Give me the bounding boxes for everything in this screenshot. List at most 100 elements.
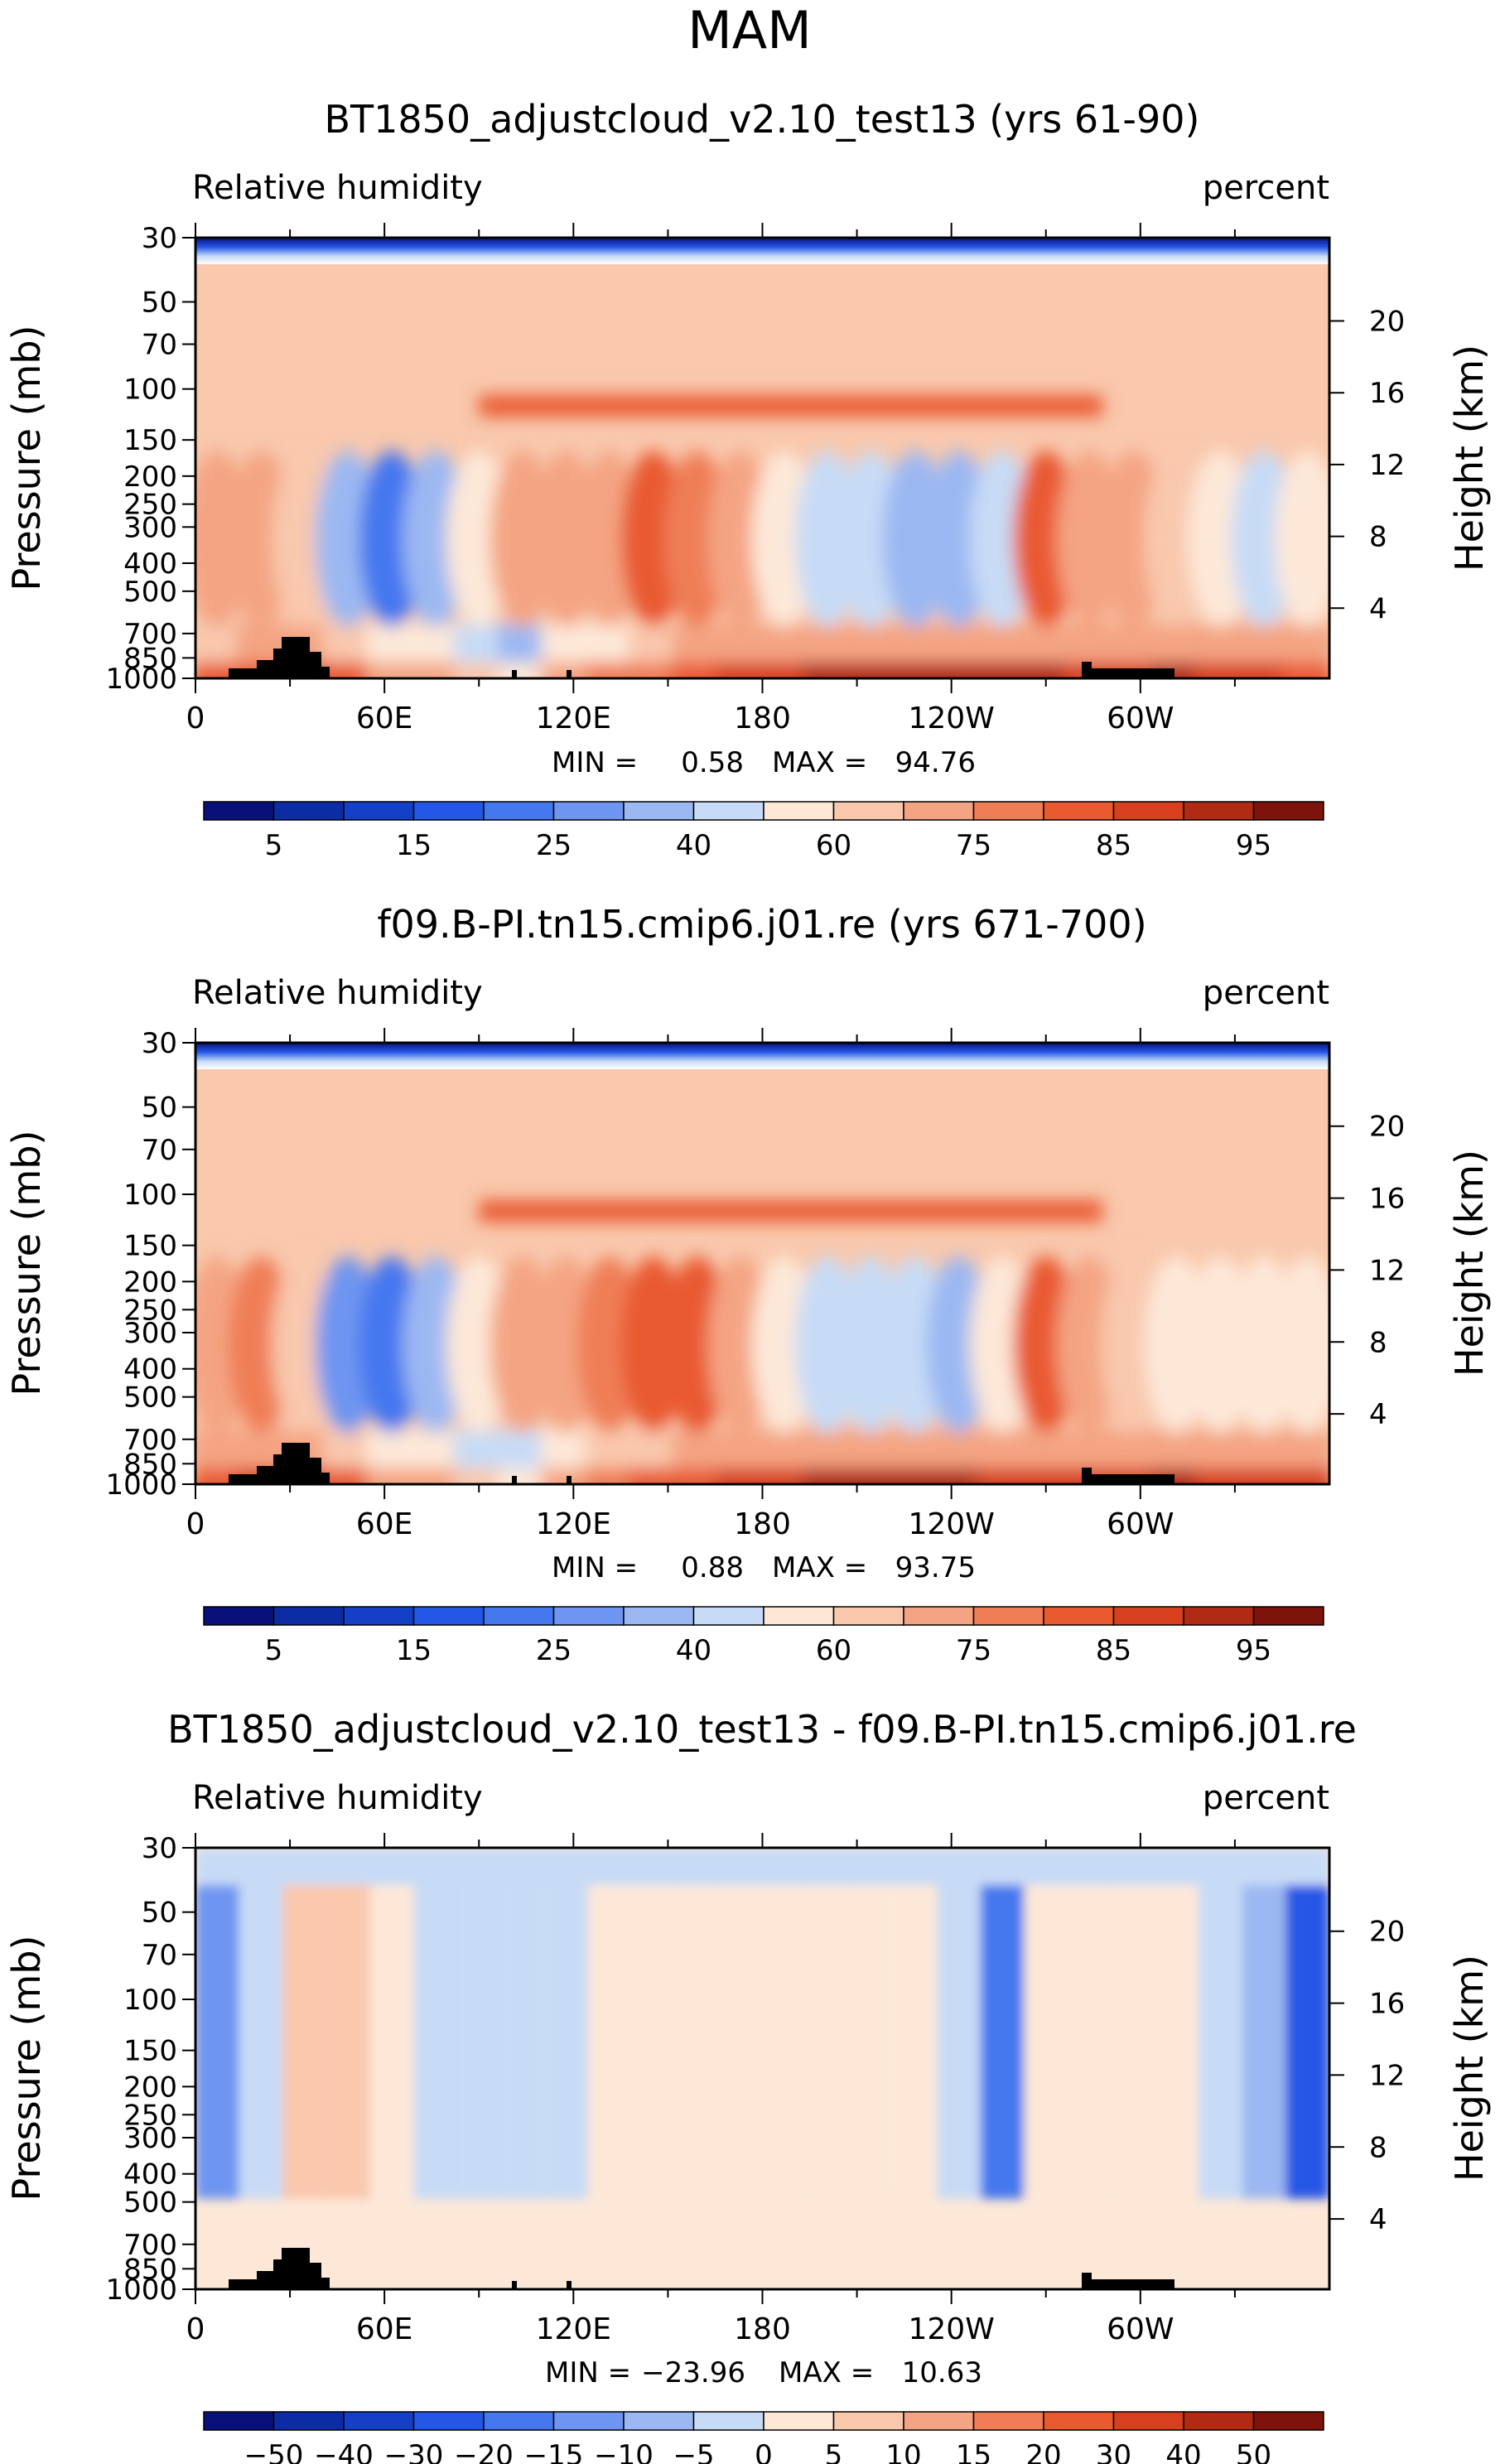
difference-cell (1199, 1881, 1242, 2199)
panel-1-field (195, 238, 1329, 678)
x-tick-label: 60E (356, 1507, 413, 1541)
topography-block (229, 2279, 257, 2289)
y-tick-label: 200 (123, 2071, 177, 2104)
difference-cell (893, 1881, 938, 2199)
colorbar-label: 20 (1025, 2439, 1061, 2464)
y-tick-label: 400 (123, 1353, 177, 1386)
x-tick-label: 0 (186, 702, 205, 735)
panel-1-max-value: 94.76 (895, 746, 976, 779)
topography-block (310, 652, 321, 678)
panel-3-colorbar: −50 −40 −30 −20 −15 −10 −5 0 5 10 15 20 30 40 50 (203, 2411, 1324, 2464)
humidity-cell-boundary (584, 662, 635, 678)
colorbar-label: −10 (594, 2439, 654, 2464)
panel-3-ylabel-right: Height (km) (1447, 1955, 1492, 2182)
colorbar-label: 50 (1236, 2439, 1271, 2464)
panel-2-max-value: 93.75 (895, 1551, 976, 1584)
topography-block (282, 2248, 310, 2289)
humidity-cell-boundary (933, 1468, 984, 1484)
colorbar-segment (1252, 2411, 1324, 2431)
topography-block (1082, 662, 1092, 678)
humidity-cell-boundary (933, 662, 984, 678)
height-tick-label: 4 (1369, 592, 1387, 625)
humidity-cell-boundary (497, 1468, 548, 1484)
panel-3-variable-label: Relative humidity (192, 1779, 483, 1817)
humidity-cell-boundary (977, 1468, 1028, 1484)
panel-1-contours (195, 395, 1329, 678)
y-tick-label: 700 (123, 618, 177, 651)
topography-block (282, 637, 310, 678)
difference-cell (500, 1881, 545, 2199)
colorbar-segment (832, 801, 904, 821)
humidity-cell-lower (584, 624, 635, 678)
humidity-cell-boundary (1282, 1468, 1329, 1484)
y-tick-label: 250 (123, 489, 177, 522)
colorbar-label: 40 (676, 1634, 711, 1667)
topography-block (257, 660, 273, 678)
topography-block (512, 1476, 517, 1484)
panel-1-colorbar: 5 15 25 40 60 75 85 95 (203, 801, 1324, 862)
panel-3-max-value: 10.63 (902, 2356, 982, 2389)
height-tick-label: 16 (1369, 377, 1405, 410)
topography-block (567, 2281, 572, 2289)
colorbar-segment (412, 2411, 485, 2431)
difference-cell (1111, 1881, 1155, 2199)
colorbar-segment (692, 1606, 764, 1626)
height-tick-label: 8 (1369, 521, 1387, 554)
colorbar-label: 95 (1236, 1634, 1271, 1667)
panel-2-axes: 0 60E 120E 180 120W 60W3050701001502002503004… (105, 1027, 1405, 1541)
panel-3-contours (195, 1848, 1329, 2199)
humidity-upper-band (479, 395, 1103, 417)
humidity-cell-mid (1275, 1256, 1329, 1434)
y-tick-label: 1000 (105, 1468, 177, 1502)
difference-cell (937, 1881, 981, 2199)
panel-2-title: f09.B-PI.tn15.cmip6.j01.re (yrs 671-700) (377, 902, 1146, 947)
y-tick-label: 850 (123, 2253, 177, 2286)
difference-cell (1068, 1881, 1112, 2199)
y-tick-label: 300 (123, 2122, 177, 2155)
topography-block (321, 2278, 330, 2289)
x-tick-label: 60W (1107, 702, 1174, 735)
topography-block (1092, 668, 1174, 678)
colorbar-segment (1252, 801, 1324, 821)
colorbar-segment (203, 1606, 275, 1626)
colorbar-label: −15 (524, 2439, 584, 2464)
colorbar-label: 15 (956, 2439, 991, 2464)
height-tick-label: 20 (1369, 1111, 1405, 1144)
difference-cell (282, 1881, 326, 2199)
humidity-cell-lower (1020, 1430, 1072, 1484)
colorbar-segment (412, 1606, 485, 1626)
y-tick-label: 100 (123, 374, 177, 407)
y-tick-label: 700 (123, 2229, 177, 2262)
y-tick-label: 100 (123, 1179, 177, 1212)
humidity-cell-lower (715, 1430, 766, 1484)
height-tick-label: 8 (1369, 1326, 1387, 1359)
panel-2: f09.B-PI.tn15.cmip6.j01.re (yrs 671-700)… (4, 902, 1492, 1667)
panel-1-axes: 0 60E 120E 180 120W 60W3050701001502002503004… (105, 222, 1405, 735)
colorbar-label: 75 (956, 1634, 991, 1667)
humidity-cell-lower (890, 624, 941, 678)
humidity-cell-boundary (366, 662, 417, 678)
x-tick-label: 0 (186, 1507, 205, 1541)
humidity-cell-boundary (366, 1468, 417, 1484)
panel-2-ylabel: Pressure (mb) (4, 1131, 49, 1396)
humidity-cell-lower (890, 1430, 941, 1484)
colorbar-segment (623, 2411, 695, 2431)
panel-3: BT1850_adjustcloud_v2.10_test13 - f09.B-… (4, 1707, 1492, 2464)
humidity-cell-boundary (1282, 662, 1329, 678)
humidity-cell-boundary (890, 662, 941, 678)
difference-cell (675, 1881, 719, 2199)
difference-cell (195, 1881, 239, 2199)
humidity-cell-boundary (235, 662, 287, 678)
panel-2-min-label: MIN = (552, 1551, 638, 1584)
panel-1: BT1850_adjustcloud_v2.10_test13 (yrs 61-… (4, 97, 1492, 862)
difference-cell (369, 1881, 414, 2199)
panel-2-max-label: MAX = (772, 1551, 867, 1584)
topography-block (257, 1466, 273, 1484)
y-tick-label: 30 (142, 222, 177, 255)
x-tick-label: 120W (909, 702, 995, 735)
topography-block (1082, 1468, 1092, 1484)
humidity-cell-boundary (453, 1468, 504, 1484)
topography-block (567, 670, 572, 678)
height-tick-label: 4 (1369, 1398, 1387, 1431)
